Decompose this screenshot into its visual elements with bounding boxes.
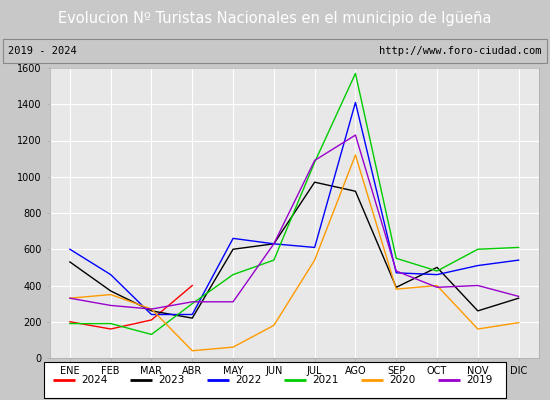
Text: 2019 - 2024: 2019 - 2024	[8, 46, 77, 56]
Text: 2023: 2023	[159, 375, 185, 385]
Text: 2021: 2021	[313, 375, 339, 385]
Text: http://www.foro-ciudad.com: http://www.foro-ciudad.com	[379, 46, 542, 56]
Text: 2022: 2022	[236, 375, 262, 385]
Text: 2024: 2024	[82, 375, 108, 385]
Text: Evolucion Nº Turistas Nacionales en el municipio de Igüeña: Evolucion Nº Turistas Nacionales en el m…	[58, 12, 492, 26]
Text: 2020: 2020	[390, 375, 416, 385]
Text: 2019: 2019	[467, 375, 493, 385]
